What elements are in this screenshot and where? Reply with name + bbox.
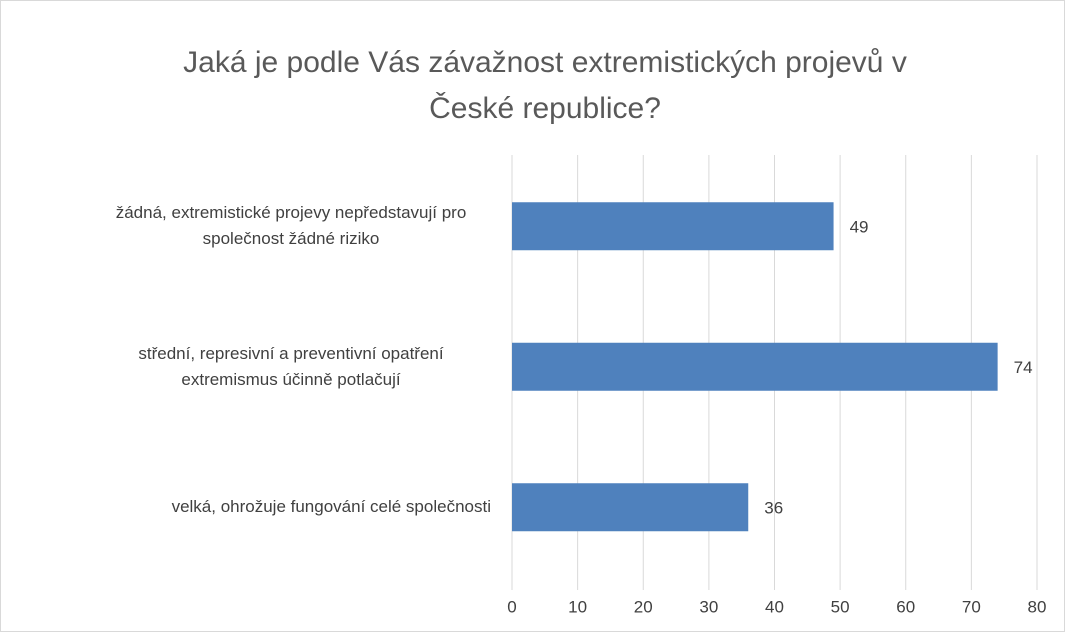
bar [512,202,834,251]
y-tick-label: žádná, extremistické projevy nepředstavu… [115,203,467,249]
bar [512,342,998,391]
y-tick-label: velká, ohrožuje fungování celé společnos… [171,497,491,517]
x-tick-label: 0 [507,597,516,616]
x-tick-label: 60 [896,597,915,616]
x-tick-label: 20 [634,597,653,616]
data-label: 49 [850,218,869,237]
x-tick-label: 30 [699,597,718,616]
data-label: 74 [1014,358,1033,377]
x-tick-label: 70 [962,597,981,616]
x-tick-label: 10 [568,597,587,616]
chart-title-box: Jaká je podle Vás závažnost extremistick… [95,40,995,132]
y-tick-label: střední, represivní a preventivní opatře… [138,343,444,389]
chart-title: Jaká je podle Vás závažnost extremistick… [183,46,907,125]
x-tick-label: 40 [765,597,784,616]
bar [512,483,749,532]
x-tick-label: 50 [831,597,850,616]
data-label: 36 [764,499,783,518]
x-tick-label: 80 [1028,597,1047,616]
